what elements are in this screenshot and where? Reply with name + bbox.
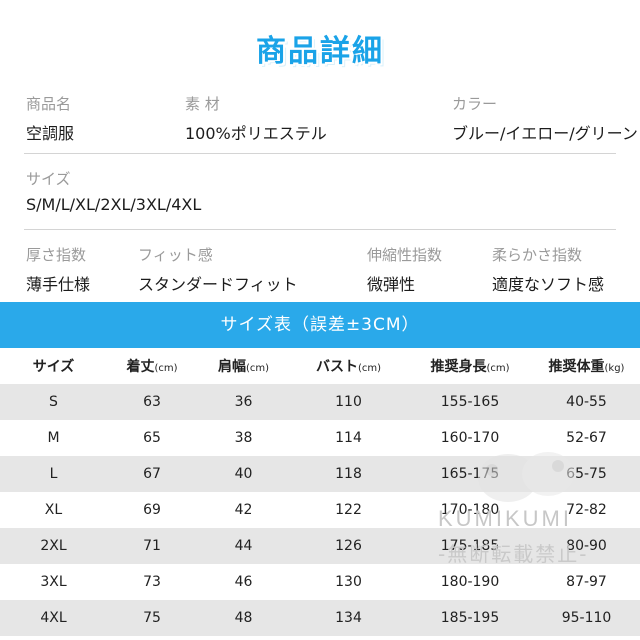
table-cell: 134 — [290, 600, 407, 636]
table-row: L 67 40 118 165-175 65-75 — [0, 456, 640, 492]
column-header-shoulder: 肩幅(cm) — [197, 348, 290, 384]
table-cell: 48 — [197, 600, 290, 636]
table-cell: XL — [0, 492, 107, 528]
table-row: 2XL 71 44 126 175-185 80-90 — [0, 528, 640, 564]
table-cell: 175-185 — [407, 528, 533, 564]
table-cell: 185-195 — [407, 600, 533, 636]
stretch-value: 微弾性 — [367, 275, 416, 294]
material-label: 素 材 — [185, 95, 220, 113]
size-label: サイズ — [26, 170, 71, 188]
table-cell: 36 — [197, 384, 290, 420]
watermark-notice: -無断転載禁止- — [438, 542, 589, 566]
size-table-banner: サイズ表（誤差±3CM） — [0, 302, 640, 348]
fit-value: スタンダードフィット — [138, 275, 298, 294]
softness-value: 適度なソフト感 — [492, 275, 605, 294]
table-header-row: サイズ 着丈(cm) 肩幅(cm) バスト(cm) 推奨身長(cm) 推奨体重(… — [0, 348, 640, 384]
table-cell: 72-82 — [533, 492, 640, 528]
table-cell: 165-175 — [407, 456, 533, 492]
table-cell: L — [0, 456, 107, 492]
table-cell: 40-55 — [533, 384, 640, 420]
table-cell: 42 — [197, 492, 290, 528]
table-cell: 65-75 — [533, 456, 640, 492]
table-cell: 118 — [290, 456, 407, 492]
material-value: 100%ポリエステル — [185, 124, 327, 143]
table-cell: 3XL — [0, 564, 107, 600]
table-cell: 180-190 — [407, 564, 533, 600]
table-cell: 170-180 — [407, 492, 533, 528]
table-row: 4XL 75 48 134 185-195 95-110 — [0, 600, 640, 636]
table-cell: 73 — [107, 564, 197, 600]
column-header-weight: 推奨体重(kg) — [533, 348, 640, 384]
size-table: サイズ 着丈(cm) 肩幅(cm) バスト(cm) 推奨身長(cm) 推奨体重(… — [0, 348, 640, 636]
divider — [24, 229, 616, 230]
table-row: S 63 36 110 155-165 40-55 — [0, 384, 640, 420]
table-cell: 122 — [290, 492, 407, 528]
size-value: S/M/L/XL/2XL/3XL/4XL — [26, 195, 202, 214]
table-cell: 160-170 — [407, 420, 533, 456]
table-cell: 44 — [197, 528, 290, 564]
table-cell: 95-110 — [533, 600, 640, 636]
table-cell: 65 — [107, 420, 197, 456]
table-cell: 2XL — [0, 528, 107, 564]
column-header-bust: バスト(cm) — [290, 348, 407, 384]
table-cell: 126 — [290, 528, 407, 564]
watermark-brand: KUMIKUMI — [438, 506, 572, 531]
thickness-value: 薄手仕様 — [26, 275, 91, 294]
color-label: カラー — [452, 95, 498, 113]
table-cell: 4XL — [0, 600, 107, 636]
column-header-height: 推奨身長(cm) — [407, 348, 533, 384]
table-cell: M — [0, 420, 107, 456]
thickness-label: 厚さ指数 — [26, 246, 87, 264]
table-cell: 75 — [107, 600, 197, 636]
column-header-length: 着丈(cm) — [107, 348, 197, 384]
table-cell: 63 — [107, 384, 197, 420]
product-name-label: 商品名 — [26, 95, 72, 113]
divider — [24, 153, 616, 154]
table-cell: 155-165 — [407, 384, 533, 420]
table-cell: 110 — [290, 384, 407, 420]
fit-label: フィット感 — [138, 246, 213, 264]
stretch-label: 伸縮性指数 — [367, 246, 443, 264]
table-row: M 65 38 114 160-170 52-67 — [0, 420, 640, 456]
table-cell: 38 — [197, 420, 290, 456]
page-title: 商品詳細 — [256, 34, 384, 69]
table-cell: S — [0, 384, 107, 420]
table-cell: 52-67 — [533, 420, 640, 456]
table-cell: 80-90 — [533, 528, 640, 564]
softness-label: 柔らかさ指数 — [492, 246, 583, 264]
table-row: 3XL 73 46 130 180-190 87-97 — [0, 564, 640, 600]
table-cell: 69 — [107, 492, 197, 528]
table-cell: 87-97 — [533, 564, 640, 600]
table-row: XL 69 42 122 170-180 72-82 — [0, 492, 640, 528]
table-cell: 114 — [290, 420, 407, 456]
color-value: ブルー/イエロー/グリーン — [452, 124, 638, 143]
table-cell: 71 — [107, 528, 197, 564]
table-cell: 40 — [197, 456, 290, 492]
column-header-size: サイズ — [0, 348, 107, 384]
table-cell: 130 — [290, 564, 407, 600]
table-cell: 67 — [107, 456, 197, 492]
table-cell: 46 — [197, 564, 290, 600]
product-name-value: 空調服 — [26, 124, 75, 143]
